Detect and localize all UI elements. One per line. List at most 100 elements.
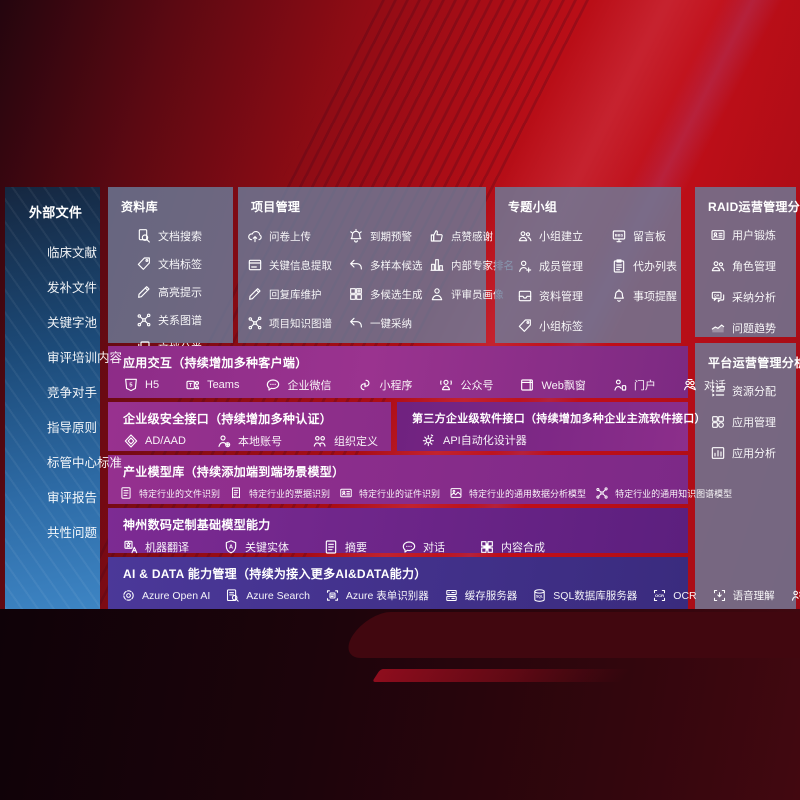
image-chart-icon	[449, 486, 463, 500]
feature-label: 关系图谱	[158, 315, 202, 327]
form-recognizer-icon	[325, 588, 340, 603]
pen-icon	[136, 284, 152, 300]
feature-label: 小组建立	[539, 231, 583, 243]
official-account-icon	[438, 377, 454, 393]
feature-item: 缓存服务器	[444, 588, 517, 603]
feature-item: Azure Search	[225, 588, 310, 603]
feature-label: Azure Search	[246, 589, 310, 602]
tts-icon	[790, 588, 800, 603]
feature-item: 回复库维护	[247, 286, 344, 302]
ocr-icon: OCR	[652, 588, 667, 603]
sql-db-icon: SQL	[532, 588, 547, 603]
feature-item: 多候选生成	[348, 286, 425, 302]
panel-item-list: 文档搜索文档标签高亮提示关系图谱文档分类	[108, 215, 233, 356]
feature-label: 对话	[423, 542, 445, 554]
web-window-icon	[519, 377, 535, 393]
feature-label: 审评培训内容	[47, 351, 123, 365]
svg-text:QA: QA	[714, 294, 720, 298]
feature-item: 临床文献	[47, 242, 100, 261]
portal-icon	[612, 377, 628, 393]
trend-icon	[710, 320, 726, 336]
feature-label: Web飘窗	[541, 380, 586, 392]
feature-label: H5	[145, 379, 160, 391]
feature-label: 竞争对手	[47, 386, 98, 400]
feature-label: 公众号	[460, 380, 494, 392]
feature-item: 关键信息提取	[247, 257, 344, 273]
feature-item: 语音理解	[712, 588, 775, 603]
panel-title: RAID运营管理分析	[708, 200, 800, 214]
feature-item: BBS 留言板	[611, 228, 677, 244]
feature-label: 点赞感谢	[451, 230, 493, 243]
feature-item: 审评培训内容	[47, 347, 122, 366]
feature-item: 机器翻译	[123, 539, 189, 555]
person-plus-icon	[517, 258, 533, 274]
feature-item: 关键字池	[47, 312, 100, 331]
reply-icon	[348, 315, 364, 331]
feature-item: 关系图谱	[136, 312, 233, 328]
feature-item: 组织定义	[312, 433, 378, 449]
clipboard-icon	[611, 258, 627, 274]
feature-item: 文档标签	[136, 256, 233, 272]
band-item-list: 机器翻译 A 关键实体 摘要 对话 内容合成	[108, 533, 688, 555]
panel-data-library: 资料库 文档搜索文档标签高亮提示关系图谱文档分类	[108, 187, 233, 355]
feature-item: 文档搜索	[136, 228, 233, 244]
feature-item: 事项提醒	[611, 288, 677, 304]
feature-label: 成员管理	[539, 261, 583, 273]
band-title: 应用交互（持续增加多种客户端）	[123, 356, 308, 370]
feature-item: 应用分析	[710, 445, 796, 461]
alarm-icon	[348, 228, 364, 244]
feature-item: 特定行业的文件识别	[119, 486, 220, 500]
list-lines-icon	[710, 383, 726, 399]
feature-label: 共性问题	[47, 526, 98, 540]
grid-gen-icon	[348, 286, 364, 302]
person-badge-icon	[216, 433, 232, 449]
feature-label: 对话	[703, 380, 726, 392]
band-item-list: Azure Open AI Azure Search Azure 表单识别器 缓存服务…	[108, 582, 800, 603]
svg-text:BBS: BBS	[615, 233, 624, 238]
band-thirdparty-interface: 第三方企业级软件接口（持续增加多种企业主流软件接口） API自动化设计器	[397, 402, 706, 451]
teams-icon: T	[185, 377, 201, 393]
feature-label: 关键实体	[245, 542, 289, 554]
feature-label: 门户	[633, 380, 656, 392]
doc-search-icon	[136, 228, 152, 244]
feature-item: 项目知识图谱	[247, 315, 344, 331]
bbs-icon: BBS	[611, 228, 627, 244]
feature-label: 问题趋势	[732, 323, 776, 335]
receipt-icon	[229, 486, 243, 500]
feature-item: 企业微信	[265, 377, 331, 393]
architecture-diagram: 外部文件 临床文献 发补文件 关键字池 审评培训内容 竞争对手 指导原则 标管中心标准 审评报…	[5, 187, 800, 609]
feature-label: AD/AAD	[145, 435, 186, 447]
svg-text:SQL: SQL	[536, 595, 543, 599]
search-doc-icon	[225, 588, 240, 603]
feature-label: 应用分析	[732, 448, 776, 460]
feature-label: 本地账号	[237, 436, 282, 448]
feature-item: 特定行业的通用数据分析模型	[449, 486, 586, 500]
apps-icon	[710, 414, 726, 430]
users-icon	[517, 228, 533, 244]
feature-label: 用户锻炼	[732, 230, 776, 242]
feature-label: 高亮提示	[158, 287, 202, 299]
feature-item: 点赞感谢	[429, 228, 514, 244]
feature-item: 5 H5	[123, 377, 159, 393]
h5-icon: 5	[123, 377, 139, 393]
feature-item: 成员管理	[517, 258, 607, 274]
feature-label: 应用管理	[732, 417, 776, 429]
shield-diamond-icon	[123, 433, 139, 449]
band-industry-models: 产业模型库（持续添加端到端场景模型） 特定行业的文件识别 特定行业的票据识别 特定行…	[108, 455, 732, 504]
feature-label: SQL数据库服务器	[553, 590, 638, 602]
band-app-interaction: 应用交互（持续增加多种客户端） 5 H5 T Teams 企业微信 小程序 公众号 Web飘窗…	[108, 346, 726, 398]
feature-item: 问题趋势	[710, 320, 796, 336]
feature-item: 竞争对手	[47, 382, 100, 401]
gear-api-icon	[421, 432, 437, 448]
feature-label: 特定行业的票据识别	[249, 488, 331, 499]
band-item-list: AD/AAD 本地账号 组织定义	[108, 427, 391, 449]
feature-label: 语音理解	[732, 590, 775, 602]
feature-item: Azure 表单识别器	[325, 588, 429, 603]
feature-item: T Teams	[185, 377, 239, 393]
feature-label: 文档搜索	[158, 231, 202, 243]
feature-item: 小组建立	[517, 228, 607, 244]
cloud-upload-icon	[247, 228, 263, 244]
band-item-list: 特定行业的文件识别 特定行业的票据识别 特定行业的证件识别 特定行业的通用数据分析模型…	[108, 480, 732, 500]
pen-icon	[247, 286, 263, 302]
feature-item: 标管中心标准	[47, 452, 122, 471]
